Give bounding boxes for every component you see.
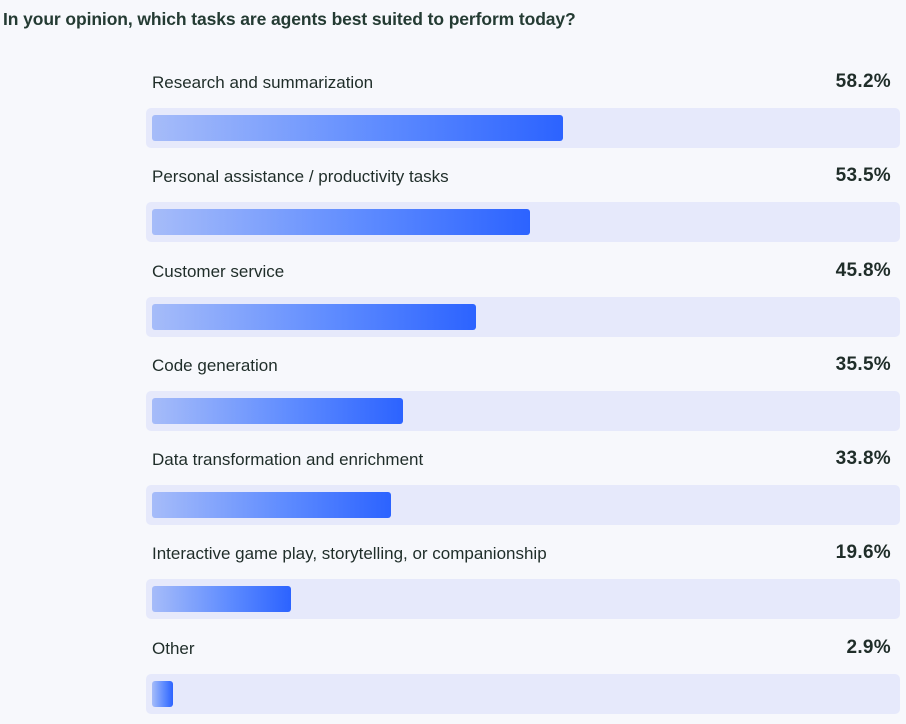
bar-track (146, 390, 900, 431)
bar-row: Other 2.9% (146, 630, 900, 724)
bar-row: Customer service 45.8% (146, 253, 900, 347)
bar-label: Customer service (152, 261, 285, 281)
bar-track (146, 296, 900, 337)
bar (152, 492, 391, 519)
bar-value-label: 53.5% (835, 165, 891, 187)
bar-label: Code generation (152, 355, 278, 375)
bar-row: Code generation 35.5% (146, 347, 900, 441)
bar-track (146, 485, 900, 526)
bar-row: Data transformation and enrichment 33.8% (146, 441, 900, 535)
bar-value-label: 58.2% (835, 71, 891, 92)
bar-row: Personal assistance / productivity tasks… (146, 158, 900, 252)
bar-track (146, 579, 900, 620)
bar-label: Interactive game play, storytelling, or … (152, 544, 547, 564)
chart-title: In your opinion, which tasks are agents … (3, 9, 576, 29)
bar-label: Data transformation and enrichment (152, 450, 424, 470)
bar (152, 209, 531, 236)
bar (152, 115, 564, 141)
bar-value-label: 33.8% (835, 448, 891, 470)
bar-value-label: 2.9% (846, 636, 891, 658)
bar-label: Other (152, 638, 195, 658)
bar-value-label: 45.8% (835, 259, 891, 281)
bar-label: Personal assistance / productivity tasks (152, 167, 449, 187)
bar-chart: Research and summarization 58.2% Personal … (146, 64, 900, 724)
bar-track (146, 108, 900, 148)
bar-row: Research and summarization 58.2% (146, 64, 900, 158)
bar (152, 397, 403, 424)
bar-label: Research and summarization (152, 73, 374, 92)
bar-row: Interactive game play, storytelling, or … (146, 535, 900, 629)
bar-track (146, 673, 900, 714)
bar-value-label: 19.6% (835, 542, 891, 564)
bar (152, 680, 173, 707)
bar-value-label: 35.5% (835, 353, 891, 375)
bar (152, 586, 291, 613)
bar-track (146, 202, 900, 243)
bar (152, 303, 476, 330)
